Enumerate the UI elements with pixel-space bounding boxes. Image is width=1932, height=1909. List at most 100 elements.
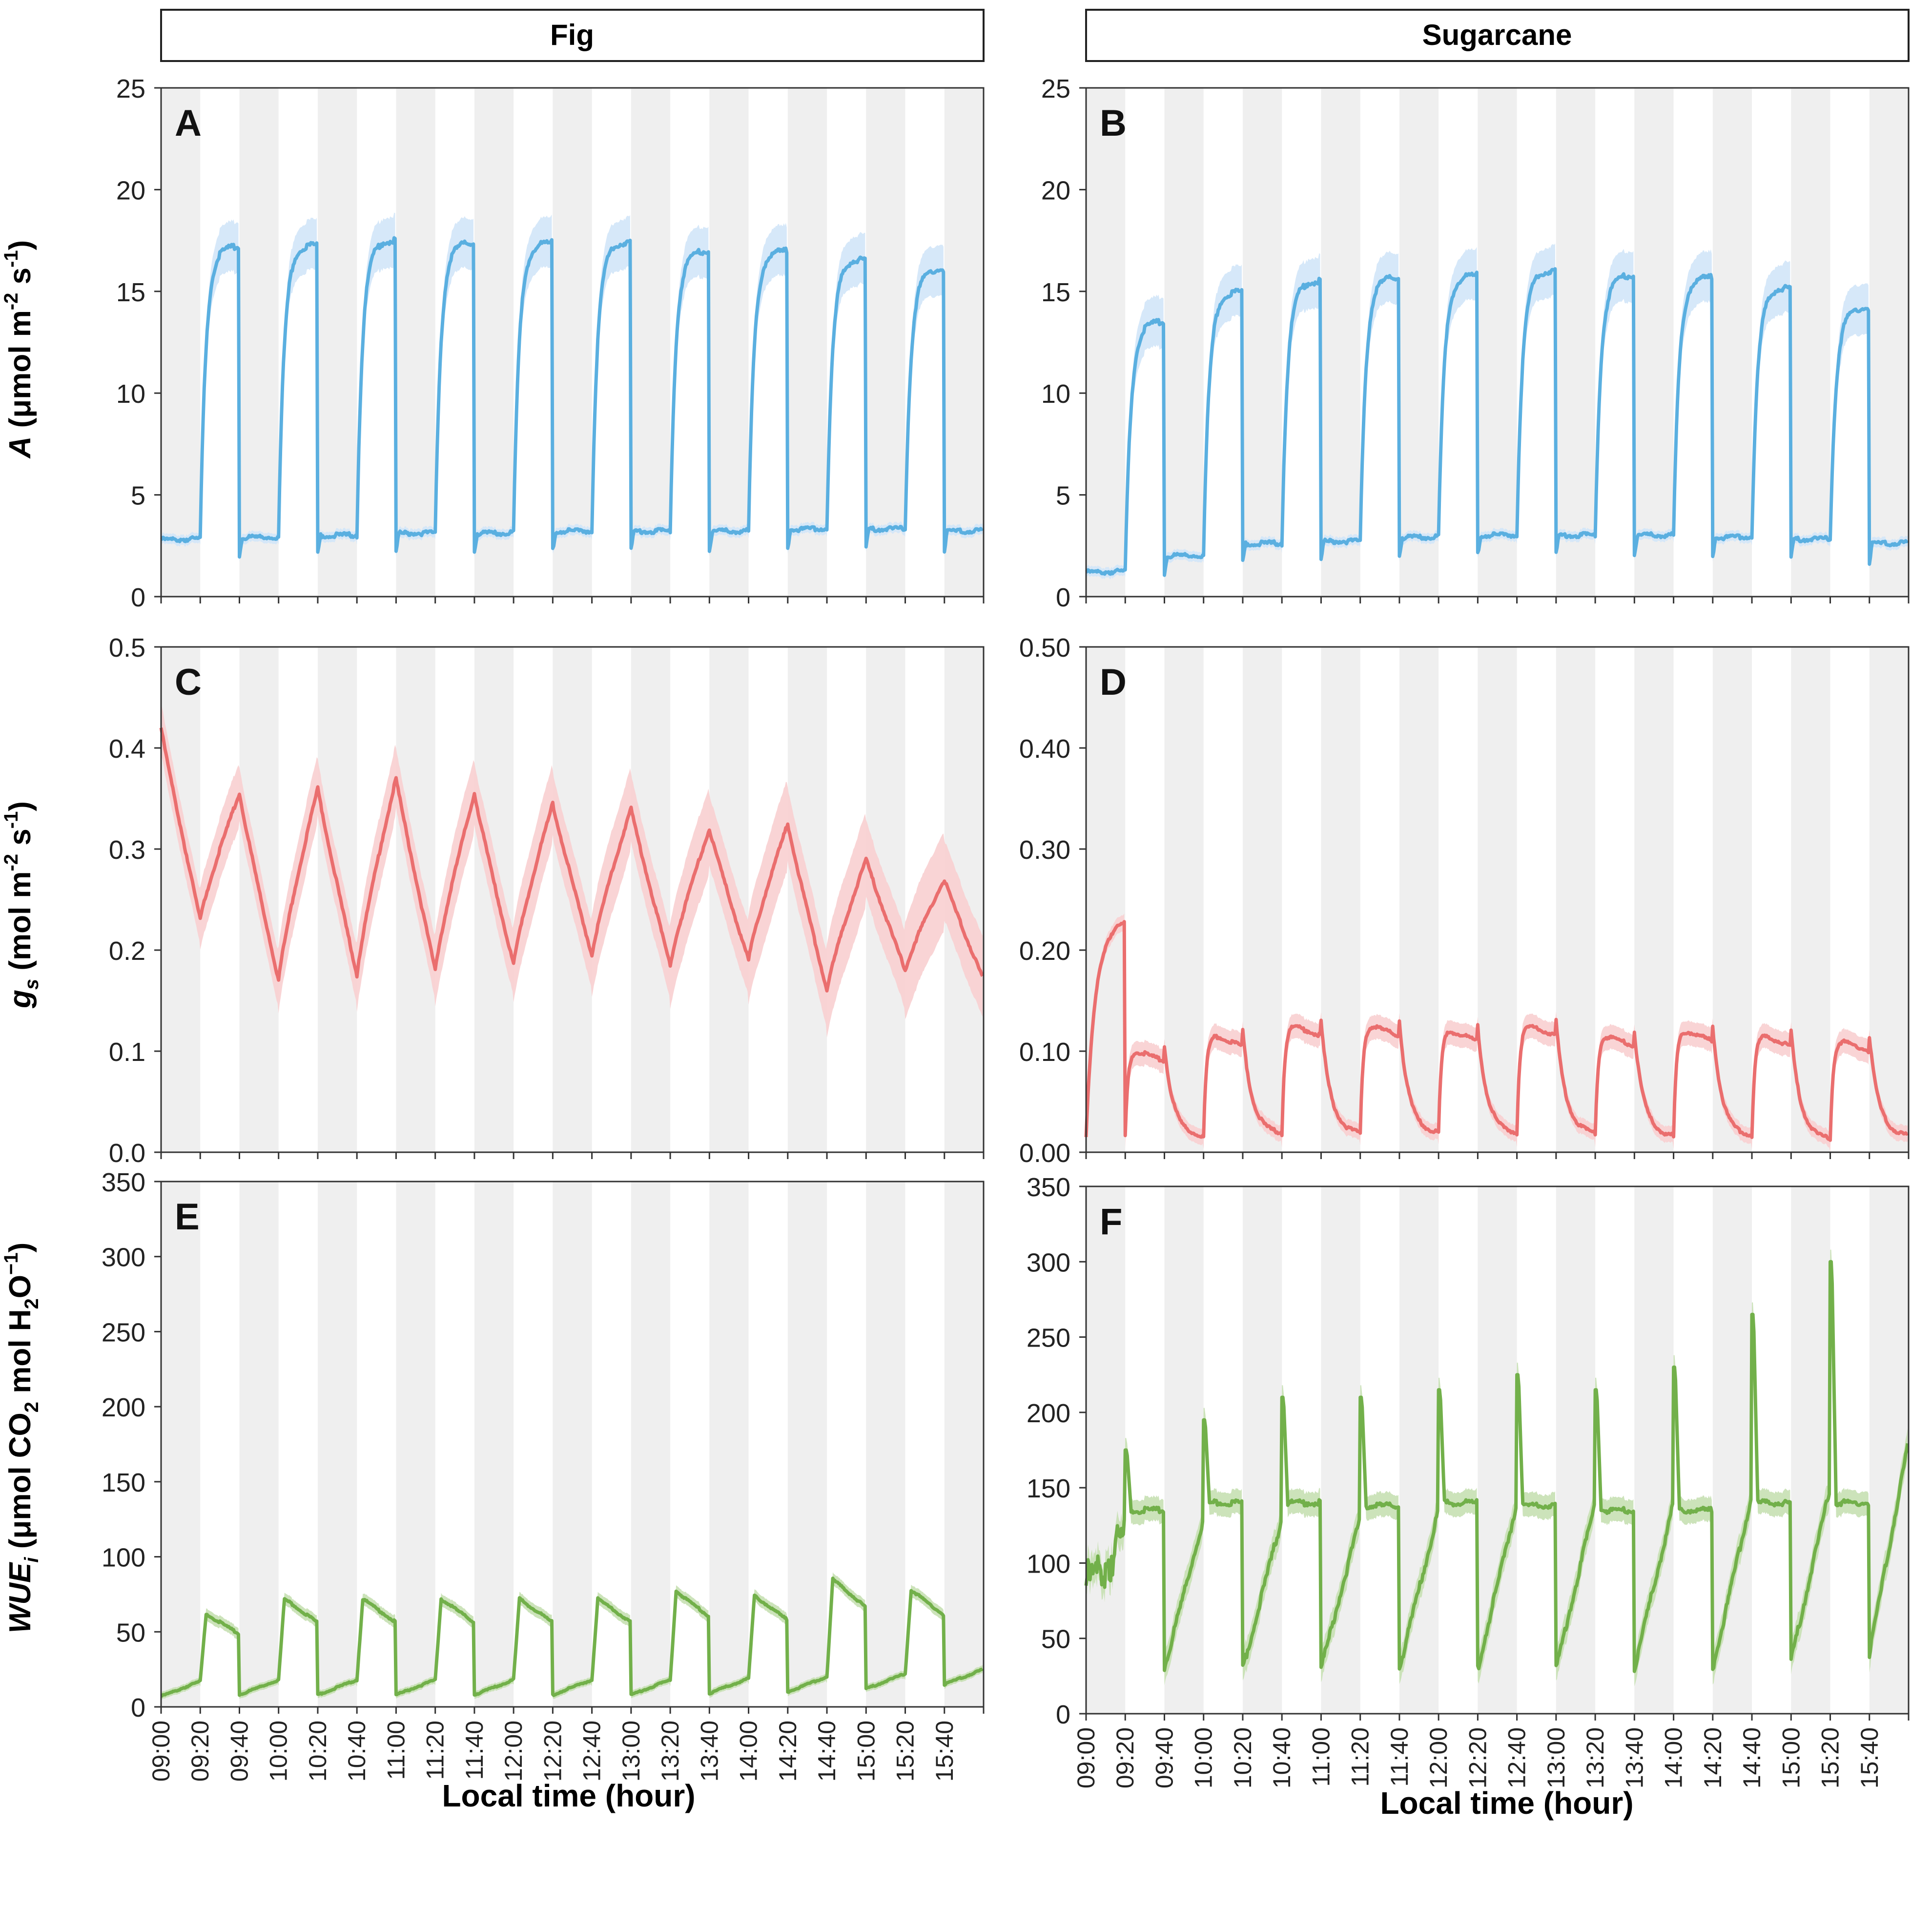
- dark-period-E-10: [944, 1182, 984, 1707]
- x-tick-label-F-1: 09:20: [1111, 1727, 1139, 1788]
- panel-E: 0 50 100 150 200 250 300 350 09:00 09:20 09:40 10:0…: [102, 1168, 985, 1782]
- y-tick-label-E-6: 300: [102, 1243, 145, 1272]
- y-tick-label-A-3: 15: [116, 278, 145, 307]
- x-tick-label-E-11: 12:40: [578, 1721, 606, 1782]
- dark-period-B-2: [1242, 88, 1282, 597]
- dark-period-F-8: [1712, 1186, 1752, 1714]
- dark-period-A-9: [866, 88, 905, 597]
- dark-period-F-0: [1086, 1186, 1126, 1714]
- y-axis-title-WUE: WUEi (μmol CO2 mol H2O−1): [0, 1243, 42, 1634]
- y-tick-label-B-0: 0: [1056, 583, 1070, 612]
- y-tick-label-A-0: 0: [131, 583, 145, 612]
- y-tick-label-C-0: 0.0: [109, 1139, 145, 1168]
- y-tick-label-D-4: 0.40: [1019, 734, 1070, 764]
- x-tick-label-E-19: 15:20: [892, 1721, 919, 1782]
- y-tick-label-C-4: 0.4: [109, 734, 145, 764]
- error-band-F: [1086, 1249, 1908, 1686]
- dark-period-E-5: [553, 1182, 592, 1707]
- column-title-fig: Fig: [550, 19, 594, 51]
- y-tick-label-C-5: 0.5: [109, 633, 145, 663]
- dark-period-A-7: [709, 88, 749, 597]
- dark-period-B-3: [1321, 88, 1360, 597]
- panel-label-D: D: [1100, 662, 1127, 703]
- x-tick-label-F-10: 12:20: [1464, 1727, 1491, 1788]
- dark-period-B-6: [1556, 88, 1596, 597]
- x-tick-label-E-7: 11:20: [422, 1721, 449, 1780]
- x-tick-label-F-13: 13:20: [1582, 1727, 1609, 1788]
- dark-period-B-7: [1634, 88, 1674, 597]
- x-tick-label-F-16: 14:20: [1699, 1727, 1726, 1788]
- dark-period-B-9: [1791, 88, 1830, 597]
- plot-frame-D: [1085, 646, 1910, 1153]
- dark-period-F-10: [1869, 1186, 1909, 1714]
- x-tick-label-F-9: 12:00: [1425, 1727, 1452, 1788]
- y-tick-label-F-1: 50: [1041, 1625, 1070, 1654]
- x-tick-label-F-15: 14:00: [1660, 1727, 1687, 1788]
- x-tick-label-F-8: 11:40: [1386, 1727, 1413, 1786]
- dark-period-D-10: [1869, 647, 1909, 1152]
- dark-period-A-0: [161, 88, 201, 597]
- column-header-fig: Fig: [160, 9, 985, 62]
- y-tick-label-B-4: 20: [1041, 176, 1070, 205]
- dark-period-B-0: [1086, 88, 1126, 597]
- x-tick-label-E-6: 11:00: [382, 1721, 410, 1780]
- y-tick-label-D-5: 0.50: [1019, 633, 1070, 663]
- x-tick-label-E-2: 09:40: [226, 1721, 253, 1782]
- dark-period-D-7: [1634, 647, 1674, 1152]
- x-tick-label-F-12: 13:00: [1542, 1727, 1570, 1788]
- error-band-C: [161, 702, 983, 1038]
- dark-period-F-1: [1164, 1186, 1204, 1714]
- dark-period-A-8: [787, 88, 827, 597]
- y-tick-label-F-3: 150: [1027, 1474, 1070, 1503]
- dark-period-B-8: [1712, 88, 1752, 597]
- x-tick-label-E-16: 14:20: [774, 1721, 802, 1782]
- panels-group: 0 5 10 15 20 25 A 0 5 10 15 20 25 B 0.0 0.1 0.2 0.3 0.4 0.5…: [102, 74, 1910, 1788]
- dark-period-E-2: [317, 1182, 357, 1707]
- y-tick-label-D-3: 0.30: [1019, 835, 1070, 865]
- x-tick-label-E-20: 15:40: [931, 1721, 958, 1782]
- x-tick-label-E-1: 09:20: [186, 1721, 214, 1782]
- x-tick-label-E-3: 10:00: [265, 1721, 292, 1782]
- y-tick-label-F-5: 250: [1027, 1324, 1070, 1353]
- series-line-F: [1084, 1260, 1910, 1673]
- y-tick-label-D-2: 0.20: [1019, 936, 1070, 966]
- x-tick-label-E-14: 13:40: [696, 1721, 723, 1782]
- dark-period-A-5: [553, 88, 592, 597]
- y-axis-title-gs: gs (mol m-2 s-1): [0, 801, 42, 1009]
- y-tick-label-E-4: 200: [102, 1393, 145, 1422]
- y-tick-label-A-1: 5: [131, 481, 145, 511]
- panel-C: 0.0 0.1 0.2 0.3 0.4 0.5 C: [109, 633, 985, 1168]
- x-axis-title-fig: Local time (hour): [442, 1778, 695, 1813]
- y-tick-label-E-1: 50: [116, 1618, 145, 1647]
- dark-period-F-5: [1478, 1186, 1517, 1714]
- column-header-sugarcane: Sugarcane: [1085, 9, 1910, 62]
- y-tick-label-A-2: 10: [116, 379, 145, 409]
- series-line-C: [159, 727, 985, 993]
- dark-period-A-2: [317, 88, 357, 597]
- x-tick-label-E-17: 14:40: [813, 1721, 841, 1782]
- dark-period-B-1: [1164, 88, 1204, 597]
- dark-period-E-9: [866, 1182, 905, 1707]
- panel-B: 0 5 10 15 20 25 B: [1041, 74, 1910, 612]
- plot-frame-F: [1085, 1185, 1910, 1715]
- dark-period-E-1: [239, 1182, 279, 1707]
- plot-frame-A: [160, 87, 985, 598]
- x-tick-label-F-4: 10:20: [1229, 1727, 1256, 1788]
- dark-period-D-2: [1242, 647, 1282, 1152]
- y-tick-label-E-2: 100: [102, 1543, 145, 1573]
- x-tick-label-E-8: 11:40: [461, 1721, 488, 1780]
- x-tick-label-E-0: 09:00: [147, 1721, 175, 1782]
- dark-period-A-1: [239, 88, 279, 597]
- y-tick-label-E-3: 150: [102, 1468, 145, 1497]
- panel-label-C: C: [175, 662, 202, 703]
- y-tick-label-E-7: 350: [102, 1168, 145, 1197]
- error-band-E: [161, 1572, 983, 1701]
- y-axis-title-A: A (μmol m-2 s-1): [0, 240, 37, 459]
- column-title-sugarcane: Sugarcane: [1422, 19, 1572, 51]
- dark-period-E-4: [474, 1182, 514, 1707]
- panel-F: 0 50 100 150 200 250 300 350 09:00 09:20 09:40 10:0…: [1027, 1173, 1910, 1788]
- x-tick-label-E-10: 12:20: [539, 1721, 566, 1782]
- series-line-B: [1085, 267, 1909, 577]
- y-tick-label-C-3: 0.3: [109, 835, 145, 865]
- x-tick-label-F-18: 15:00: [1777, 1727, 1805, 1788]
